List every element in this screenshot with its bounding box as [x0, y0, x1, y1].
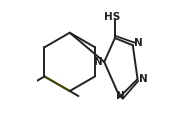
Text: N: N [116, 91, 125, 101]
Text: HS: HS [104, 12, 121, 22]
Text: N: N [139, 74, 148, 84]
Text: N: N [134, 38, 143, 48]
Text: N: N [94, 57, 103, 67]
